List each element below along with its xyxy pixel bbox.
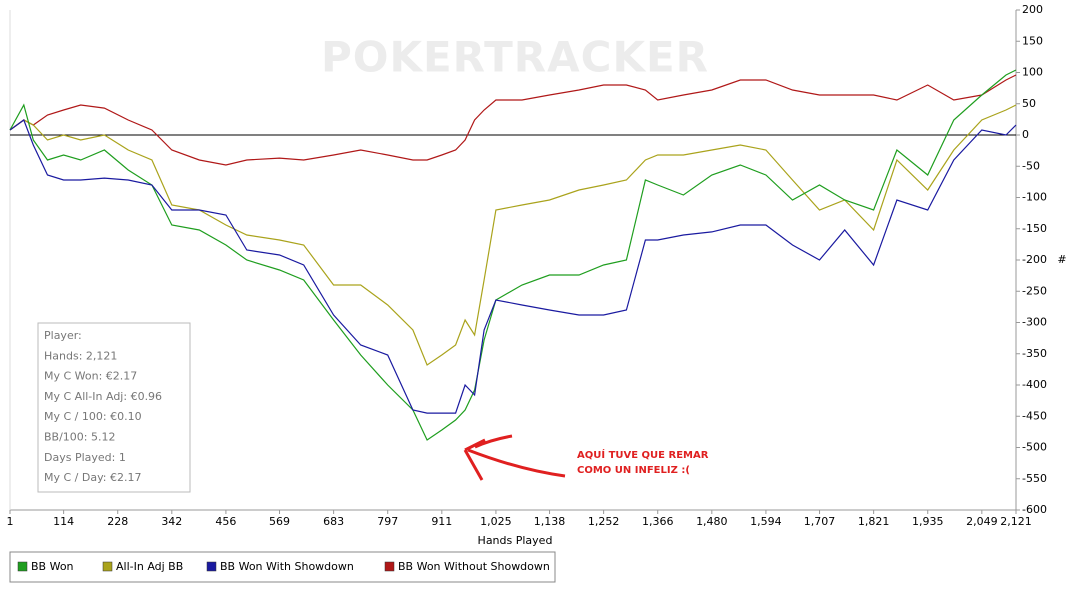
y-tick-label: -550 xyxy=(1022,472,1047,485)
stats-box xyxy=(37,322,191,493)
y-tick-label: -600 xyxy=(1022,503,1047,516)
x-tick-label: 114 xyxy=(53,515,74,528)
legend-label: All-In Adj BB xyxy=(116,560,183,573)
legend-swatch xyxy=(102,561,113,572)
legend-swatch xyxy=(17,561,28,572)
stat-line: BB/100: 5.12 xyxy=(44,431,116,444)
legend-swatch xyxy=(384,561,395,572)
x-tick-label: 1,821 xyxy=(858,515,890,528)
y-tick-label: -500 xyxy=(1022,441,1047,454)
x-tick-label: 228 xyxy=(107,515,128,528)
x-tick-label: 569 xyxy=(269,515,290,528)
legend-label: BB Won Without Showdown xyxy=(398,560,550,573)
y-tick-label: -300 xyxy=(1022,316,1047,329)
y-tick-label: -150 xyxy=(1022,222,1047,235)
x-tick-label: 1,366 xyxy=(642,515,674,528)
y-tick-label: -100 xyxy=(1022,191,1047,204)
x-tick-label: 2,121 xyxy=(1000,515,1032,528)
stat-line: My C / Day: €2.17 xyxy=(44,471,142,484)
series-line xyxy=(9,104,1017,366)
x-tick-label: 342 xyxy=(161,515,182,528)
x-tick-label: 1,480 xyxy=(696,515,728,528)
legend-swatch xyxy=(206,561,217,572)
y-tick-label: -50 xyxy=(1022,159,1040,172)
y-axis-label: # xyxy=(1057,253,1066,266)
series-line xyxy=(9,119,1017,414)
y-tick-label: -200 xyxy=(1022,253,1047,266)
x-tick-label: 1,252 xyxy=(588,515,620,528)
x-tick-label: 1,594 xyxy=(750,515,782,528)
y-tick-label: 0 xyxy=(1022,128,1029,141)
stat-line: My C / 100: €0.10 xyxy=(44,410,142,423)
series-line xyxy=(9,69,1017,441)
arrow xyxy=(463,434,566,481)
stat-line: My C All-In Adj: €0.96 xyxy=(44,390,162,403)
x-tick-label: 683 xyxy=(323,515,344,528)
x-tick-label: 797 xyxy=(377,515,398,528)
y-tick-label: 100 xyxy=(1022,66,1043,79)
y-tick-label: -400 xyxy=(1022,378,1047,391)
x-tick-label: 2,049 xyxy=(966,515,998,528)
x-tick-label: 1 xyxy=(7,515,14,528)
x-tick-label: 1,025 xyxy=(480,515,512,528)
x-tick-label: 1,707 xyxy=(804,515,836,528)
y-tick-label: 50 xyxy=(1022,97,1036,110)
annotation: AQUÍ TUVE QUE REMAR xyxy=(577,448,709,461)
x-tick-label: 456 xyxy=(215,515,236,528)
y-tick-label: -450 xyxy=(1022,409,1047,422)
series-line xyxy=(9,74,1017,166)
x-tick-label: 1,935 xyxy=(912,515,944,528)
y-tick-label: 200 xyxy=(1022,3,1043,16)
x-tick-label: 1,138 xyxy=(534,515,566,528)
y-tick-label: -350 xyxy=(1022,347,1047,360)
stat-line: Hands: 2,121 xyxy=(44,349,117,362)
y-tick-label: 150 xyxy=(1022,34,1043,47)
legend-label: BB Won xyxy=(31,560,74,573)
y-tick-label: -250 xyxy=(1022,284,1047,297)
x-axis-label: Hands Played xyxy=(478,534,553,547)
x-tick-label: 911 xyxy=(431,515,452,528)
stat-line: Days Played: 1 xyxy=(44,451,126,464)
stat-line: Player: xyxy=(44,329,82,342)
annotation: COMO UN INFELIZ :( xyxy=(577,465,690,476)
watermark: POKERTRACKER xyxy=(321,33,709,82)
legend-label: BB Won With Showdown xyxy=(220,560,354,573)
stat-line: My C Won: €2.17 xyxy=(44,370,137,383)
legend-box xyxy=(9,551,556,583)
